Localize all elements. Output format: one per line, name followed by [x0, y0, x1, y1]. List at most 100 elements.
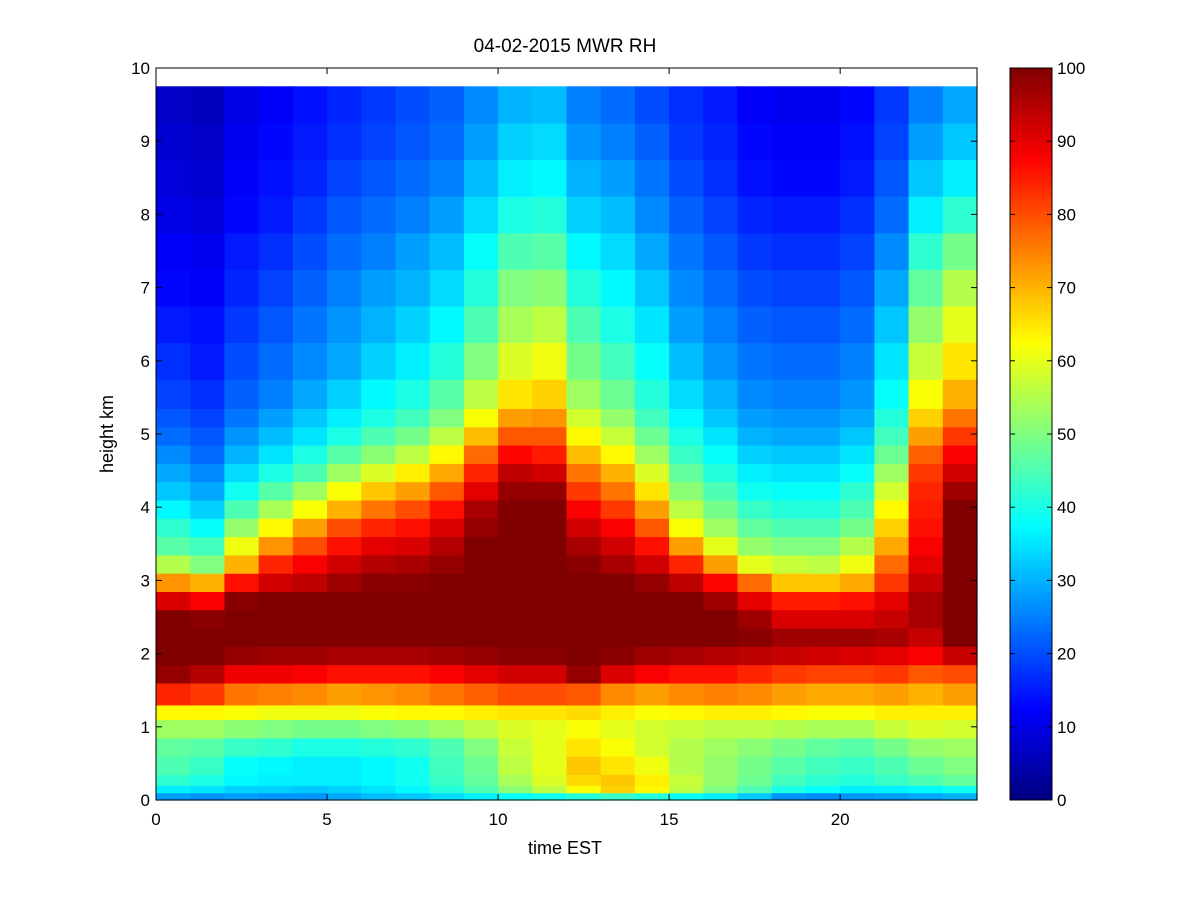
heatmap-cell	[532, 518, 568, 538]
y-tick-label: 10	[131, 59, 150, 78]
heatmap-cell	[634, 408, 670, 428]
heatmap-cell	[703, 704, 739, 721]
heatmap-cell	[737, 737, 773, 757]
heatmap-cell	[703, 426, 739, 446]
heatmap-cell	[805, 609, 841, 629]
heatmap-cell	[737, 646, 773, 666]
heatmap-cell	[292, 426, 328, 446]
heatmap-cell	[429, 159, 465, 197]
heatmap-cell	[737, 444, 773, 464]
heatmap-cell	[429, 719, 465, 739]
heatmap-cell	[498, 774, 533, 786]
heatmap-cell	[156, 379, 191, 409]
heatmap-cell	[840, 554, 875, 574]
heatmap-cell	[258, 785, 294, 794]
heatmap-cell	[771, 269, 807, 307]
heatmap-cell	[327, 463, 362, 483]
heatmap-cell	[771, 664, 807, 684]
heatmap-cell	[942, 481, 978, 501]
heatmap-cell	[429, 756, 465, 775]
heatmap-cell	[874, 792, 910, 801]
heatmap-cell	[361, 792, 397, 801]
heatmap-cell	[669, 704, 704, 721]
heatmap-cell	[463, 664, 499, 684]
heatmap-cell	[737, 573, 773, 592]
heatmap-cell	[463, 682, 499, 706]
heatmap-cell	[190, 463, 226, 483]
heatmap-cell	[600, 627, 636, 647]
heatmap-cell	[463, 232, 499, 270]
heatmap-cell	[703, 408, 739, 428]
heatmap-cell	[498, 499, 533, 519]
heatmap-cell	[805, 573, 841, 592]
heatmap-cell	[258, 379, 294, 409]
heatmap-cell	[190, 232, 226, 270]
heatmap-cell	[600, 792, 636, 801]
heatmap-cell	[190, 518, 226, 538]
heatmap-cell	[429, 785, 465, 794]
heatmap-cell	[292, 792, 328, 801]
heatmap-cell	[737, 86, 773, 124]
heatmap-cell	[258, 481, 294, 501]
heatmap-cell	[327, 573, 362, 592]
heatmap-cell	[395, 704, 431, 721]
heatmap-cell	[737, 682, 773, 706]
heatmap-cell	[292, 463, 328, 483]
heatmap-cell	[395, 646, 431, 666]
heatmap-cell	[395, 159, 431, 197]
heatmap-cell	[156, 518, 191, 538]
heatmap-cell	[258, 499, 294, 519]
heatmap-cell	[532, 269, 568, 307]
heatmap-cell	[703, 481, 739, 501]
heatmap-cell	[395, 664, 431, 684]
heatmap-cell	[224, 682, 260, 706]
x-tick-label: 10	[489, 810, 508, 829]
heatmap-cell	[156, 664, 191, 684]
heatmap-cell	[327, 196, 362, 234]
heatmap-cell	[771, 756, 807, 775]
heatmap-cell	[840, 591, 875, 611]
heatmap-cell	[703, 122, 739, 161]
heatmap-cell	[703, 609, 739, 629]
heatmap-cell	[361, 463, 397, 483]
heatmap-cell	[634, 536, 670, 556]
heatmap-cell	[498, 682, 533, 706]
heatmap-cell	[634, 591, 670, 611]
heatmap-cell	[737, 159, 773, 197]
heatmap-cell	[669, 646, 704, 666]
heatmap-cell	[634, 481, 670, 501]
heatmap-cell	[463, 591, 499, 611]
heatmap-cell	[292, 232, 328, 270]
heatmap-cell	[224, 664, 260, 684]
heatmap-cell	[361, 536, 397, 556]
heatmap-cell	[634, 785, 670, 794]
heatmap-cell	[498, 444, 533, 464]
heatmap-cell	[874, 408, 910, 428]
heatmap-cell	[771, 518, 807, 538]
heatmap-cell	[669, 122, 704, 161]
heatmap-cell	[805, 426, 841, 446]
heatmap-cell	[532, 774, 568, 786]
heatmap-cell	[669, 342, 704, 380]
heatmap-cell	[771, 426, 807, 446]
heatmap-cell	[840, 86, 875, 124]
heatmap-cell	[327, 554, 362, 574]
heatmap-cell	[771, 785, 807, 794]
heatmap-cell	[224, 379, 260, 409]
heatmap-cell	[258, 682, 294, 706]
heatmap-cell	[737, 342, 773, 380]
heatmap-cell	[395, 774, 431, 786]
heatmap-cell	[224, 704, 260, 721]
heatmap-cell	[942, 785, 978, 794]
heatmap-cell	[429, 379, 465, 409]
colorbar-tick-label: 50	[1057, 425, 1076, 444]
heatmap-cell	[634, 122, 670, 161]
heatmap-cell	[361, 232, 397, 270]
heatmap-cell	[395, 756, 431, 775]
colorbar-tick-label: 30	[1057, 571, 1076, 590]
heatmap-cell	[429, 682, 465, 706]
heatmap-cell	[190, 379, 226, 409]
heatmap-cell	[258, 518, 294, 538]
heatmap-cell	[669, 774, 704, 786]
heatmap-cell	[942, 518, 978, 538]
